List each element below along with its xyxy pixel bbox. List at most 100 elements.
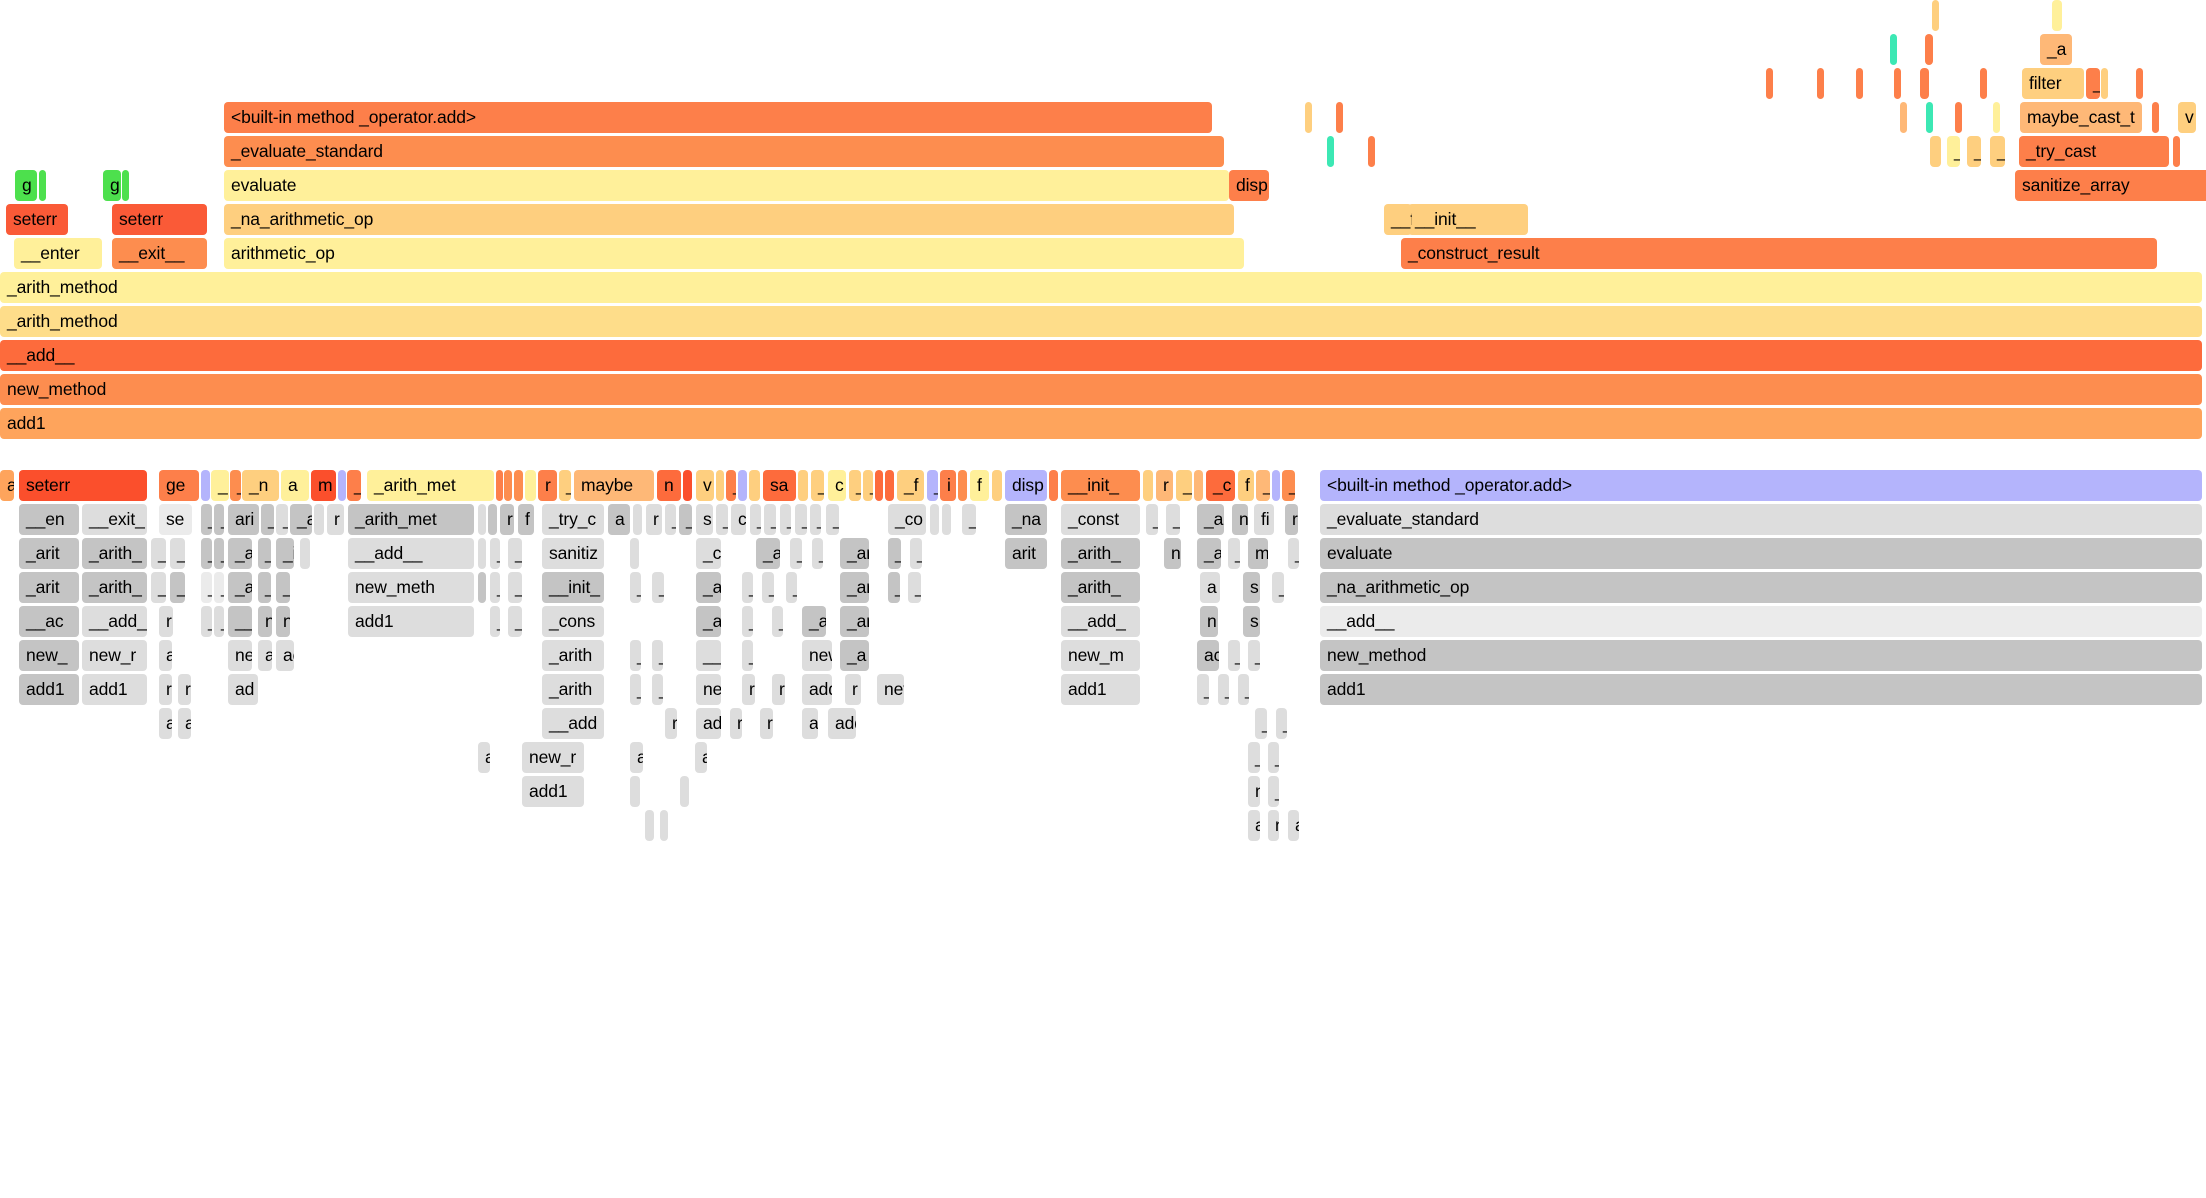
flame-frame[interactable]: a <box>258 640 272 671</box>
flame-frame[interactable]: _a <box>228 572 252 603</box>
flame-frame[interactable]: a <box>0 470 14 501</box>
flame-frame[interactable]: _a <box>696 572 721 603</box>
flame-frame[interactable]: f <box>1238 470 1254 501</box>
flame-frame[interactable]: _ <box>910 538 922 569</box>
flame-frame[interactable]: new_meth <box>348 572 474 603</box>
flame-frame[interactable]: _arith_met <box>348 504 474 535</box>
flame-frame[interactable] <box>930 504 939 535</box>
flame-frame[interactable]: sanitize_array <box>2015 170 2206 201</box>
flame-frame[interactable]: n <box>1200 606 1218 637</box>
flame-frame[interactable]: n <box>657 470 681 501</box>
flame-frame[interactable] <box>1272 470 1280 501</box>
flame-frame[interactable]: i <box>940 470 956 501</box>
flame-frame[interactable]: a <box>281 470 309 501</box>
flame-frame[interactable]: a <box>159 640 172 671</box>
flame-frame[interactable] <box>2101 68 2108 99</box>
flame-frame[interactable]: new <box>802 640 832 671</box>
flame-frame[interactable] <box>1305 102 1312 133</box>
flame-frame[interactable]: se <box>159 504 192 535</box>
flame-frame[interactable]: _ <box>1197 674 1209 705</box>
flame-frame[interactable]: r <box>772 674 785 705</box>
flame-frame[interactable] <box>314 504 324 535</box>
flame-frame[interactable]: _ <box>214 606 224 637</box>
flame-frame[interactable]: _ <box>927 470 938 501</box>
flame-frame[interactable] <box>630 776 640 807</box>
flame-frame[interactable]: _ <box>750 504 761 535</box>
flame-frame[interactable]: add1 <box>1320 674 2202 705</box>
flame-frame[interactable]: _ <box>1248 742 1260 773</box>
flame-frame[interactable] <box>1890 34 1897 65</box>
flame-frame[interactable]: __add <box>542 708 604 739</box>
flame-frame[interactable]: _a <box>228 538 252 569</box>
flame-frame[interactable]: __en <box>19 504 79 535</box>
flame-frame[interactable] <box>338 470 346 501</box>
flame-frame[interactable] <box>660 810 668 841</box>
flame-frame[interactable]: _f <box>897 470 924 501</box>
flame-frame[interactable] <box>1327 136 1334 167</box>
flame-frame[interactable]: r <box>1156 470 1173 501</box>
flame-frame[interactable] <box>525 470 536 501</box>
flame-frame[interactable]: r <box>845 674 861 705</box>
flame-frame[interactable]: __add__ <box>348 538 474 569</box>
flame-frame[interactable]: _construct_result <box>1401 238 2157 269</box>
flame-frame[interactable]: r <box>665 708 677 739</box>
flame-frame[interactable]: _ <box>201 606 212 637</box>
flame-frame[interactable]: _ <box>1256 470 1270 501</box>
flame-frame[interactable]: _i <box>276 538 294 569</box>
flame-frame[interactable]: _c <box>696 538 721 569</box>
flame-frame[interactable]: _ <box>811 470 824 501</box>
flame-frame[interactable]: _ <box>201 572 212 603</box>
flame-frame[interactable]: _co <box>888 504 926 535</box>
flame-frame[interactable]: _ <box>888 538 901 569</box>
flame-frame[interactable]: __fi <box>1384 204 1412 235</box>
flame-frame[interactable]: _ <box>1166 504 1180 535</box>
flame-frame[interactable]: __ac <box>19 606 79 637</box>
flame-frame[interactable]: v <box>2178 102 2196 133</box>
flame-frame[interactable] <box>1955 102 1962 133</box>
flame-frame[interactable]: _ar <box>840 606 869 637</box>
flame-frame[interactable]: _na_arithmetic_op <box>1320 572 2202 603</box>
flame-frame[interactable] <box>738 470 747 501</box>
flame-frame[interactable]: n <box>1248 776 1260 807</box>
flame-frame[interactable]: a <box>802 708 818 739</box>
flame-frame[interactable]: _ <box>716 504 728 535</box>
flame-frame[interactable]: _ <box>1176 470 1192 501</box>
flame-frame[interactable]: __add__ <box>1320 606 2202 637</box>
flame-frame[interactable]: _ <box>258 572 271 603</box>
flame-frame[interactable]: __add_ <box>82 606 147 637</box>
flame-frame[interactable] <box>1925 34 1933 65</box>
flame-frame[interactable] <box>1817 68 1824 99</box>
flame-frame[interactable]: _ <box>780 504 791 535</box>
flame-frame[interactable]: _ <box>508 606 522 637</box>
flame-frame[interactable] <box>798 470 808 501</box>
flame-frame[interactable]: _arith_method <box>0 306 2202 337</box>
flame-frame[interactable]: ad <box>696 708 721 739</box>
flame-frame[interactable]: _ <box>1272 572 1284 603</box>
flame-frame[interactable]: _ <box>726 470 736 501</box>
flame-frame[interactable]: n <box>1268 810 1279 841</box>
flame-frame[interactable]: n <box>258 606 272 637</box>
flame-frame[interactable]: _ <box>863 470 873 501</box>
flame-frame[interactable] <box>2052 0 2062 31</box>
flame-frame[interactable]: _ <box>1947 136 1960 167</box>
flame-frame[interactable]: _a <box>840 640 869 671</box>
flame-frame[interactable]: f <box>970 470 989 501</box>
flame-frame[interactable]: _ <box>742 572 753 603</box>
flame-frame[interactable]: _ <box>1282 470 1295 501</box>
flame-frame[interactable]: __enter <box>14 238 102 269</box>
flame-frame[interactable]: _n <box>242 470 279 501</box>
flame-frame[interactable]: _ <box>962 504 976 535</box>
flame-frame[interactable]: __ <box>228 606 252 637</box>
flame-frame[interactable] <box>122 170 129 201</box>
flame-frame[interactable] <box>514 470 523 501</box>
flame-frame[interactable]: _ <box>1276 708 1287 739</box>
flame-frame[interactable]: nev <box>877 674 904 705</box>
flame-frame[interactable]: a <box>1288 810 1299 841</box>
flame-frame[interactable]: _ar <box>840 538 869 569</box>
flame-frame[interactable]: a <box>608 504 630 535</box>
flame-frame[interactable] <box>1766 68 1773 99</box>
flame-frame[interactable]: r <box>730 708 742 739</box>
flame-frame[interactable] <box>683 470 692 501</box>
flame-frame[interactable]: _ <box>1228 640 1240 671</box>
